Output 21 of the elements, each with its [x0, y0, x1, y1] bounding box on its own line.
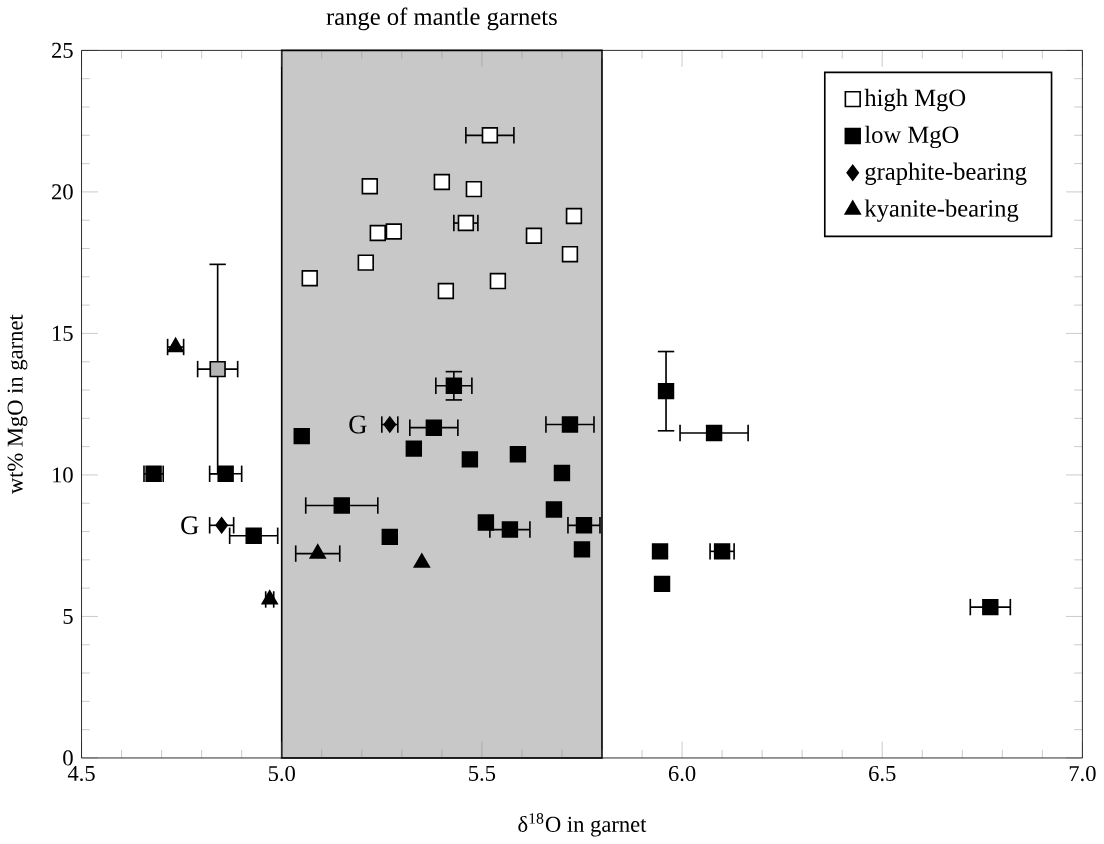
legend-label: low MgO: [864, 125, 959, 149]
x-tick-label: 5.5: [469, 765, 496, 781]
y-tick-label: 0: [63, 750, 73, 766]
x-tick-label: 4.5: [67, 765, 95, 782]
y-tick-label: 15: [53, 325, 73, 341]
y-tick-label: 25: [52, 42, 73, 58]
y-axis-title: wt% MgO in garnet: [7, 314, 28, 495]
legend-label: kyanite-bearing: [864, 199, 1019, 222]
annotation: G: [181, 516, 199, 535]
x-tick-label: 5.0: [268, 765, 295, 782]
x-tick-label: 6.5: [869, 765, 896, 782]
legend-label: high MgO: [864, 88, 966, 112]
x-tick-label: 6.0: [668, 765, 696, 782]
band-label: range of mantle garnets: [326, 7, 557, 31]
y-tick-label: 20: [52, 184, 73, 200]
x-tick-label: 7.0: [1069, 765, 1096, 782]
annotation: G: [349, 415, 367, 434]
y-tick-label: 5: [63, 608, 73, 624]
legend-label: graphite-bearing: [865, 162, 1027, 185]
y-tick-label: 10: [53, 467, 73, 483]
x-axis-title: δ$^{18}$O in garnet: [518, 813, 647, 837]
